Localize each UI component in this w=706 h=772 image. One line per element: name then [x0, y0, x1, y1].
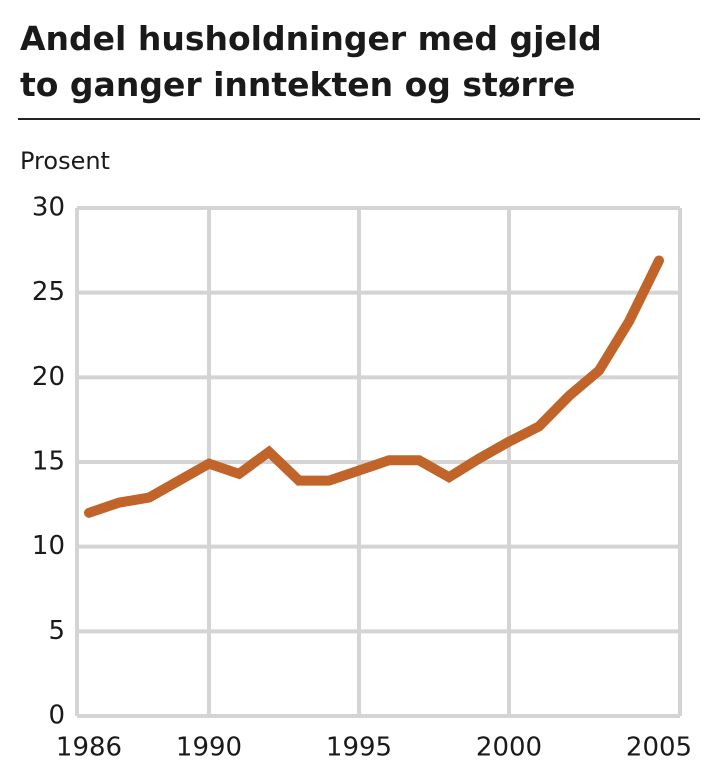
y-tick-label: 0 [48, 701, 65, 731]
x-tick-label: 1995 [326, 733, 392, 763]
y-tick-label: 25 [32, 277, 65, 307]
y-tick-label: 10 [32, 531, 65, 561]
y-tick-label: 20 [32, 362, 65, 392]
chart-title: Andel husholdninger med gjeld [20, 19, 602, 58]
x-tick-label: 2005 [626, 733, 692, 763]
y-tick-label: 30 [32, 193, 65, 223]
x-tick-label: 1990 [176, 733, 242, 763]
y-axis-label: Prosent [20, 147, 110, 175]
chart-title: to ganger inntekten og større [20, 65, 575, 104]
y-tick-label: 15 [32, 447, 65, 477]
y-tick-label: 5 [48, 616, 65, 646]
x-tick-label: 2000 [476, 733, 542, 763]
x-tick-label: 1986 [56, 733, 122, 763]
data-line [84, 255, 664, 518]
